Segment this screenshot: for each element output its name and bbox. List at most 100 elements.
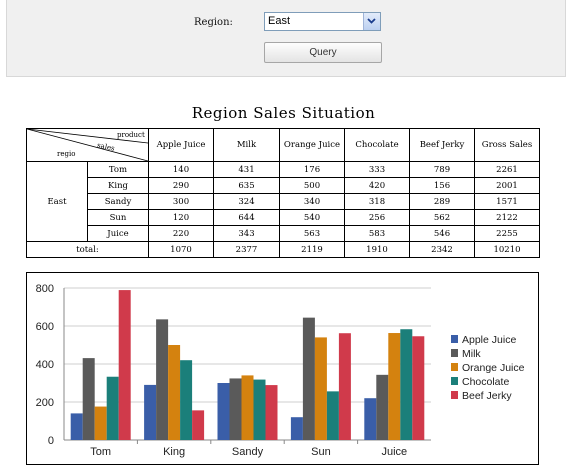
table-row: Sun 120 644 540 256 562 2122	[27, 209, 540, 226]
bar	[388, 333, 401, 440]
bar	[364, 398, 377, 440]
bar	[192, 410, 205, 440]
bar	[253, 379, 266, 440]
total-cell: 1910	[344, 241, 410, 258]
bar	[217, 383, 230, 440]
value-cell: 583	[344, 225, 410, 242]
value-cell: 635	[213, 177, 280, 194]
gross-cell: 2122	[474, 209, 540, 226]
value-cell: 156	[409, 177, 475, 194]
value-cell: 431	[213, 161, 280, 178]
y-tick-label: 600	[36, 321, 54, 333]
value-cell: 420	[344, 177, 410, 194]
total-cell: 2377	[213, 241, 280, 258]
bar	[82, 358, 95, 440]
report-title: Region Sales Situation	[191, 104, 376, 122]
y-tick-label: 400	[36, 359, 54, 371]
query-button[interactable]: Query	[264, 42, 382, 63]
salesperson-cell: Sun	[87, 209, 149, 226]
bar	[168, 345, 181, 440]
gross-cell: 2255	[474, 225, 540, 242]
value-cell: 500	[279, 177, 345, 194]
column-header: Gross Sales	[474, 128, 540, 162]
table-row: King 290 635 500 420 156 2001	[27, 177, 540, 194]
bar	[400, 329, 413, 440]
salesperson-cell: King	[87, 177, 149, 194]
sales-chart: 0 200 400 600 800 Tom King Sandy Sun Juice Apple J…	[26, 272, 539, 465]
legend-swatch	[451, 335, 458, 343]
value-cell: 333	[344, 161, 410, 178]
value-cell: 318	[344, 193, 410, 210]
bar	[229, 378, 242, 440]
salesperson-cell: Sandy	[87, 193, 149, 210]
legend-swatch	[451, 377, 458, 385]
value-cell: 644	[213, 209, 280, 226]
total-cell: 2342	[409, 241, 475, 258]
salesperson-cell: Tom	[87, 161, 149, 178]
gross-cell: 2001	[474, 177, 540, 194]
legend-label: Orange Juice	[462, 362, 525, 374]
bar	[241, 375, 254, 440]
value-cell: 789	[409, 161, 475, 178]
region-select[interactable]: East	[264, 12, 381, 31]
bar	[144, 384, 157, 440]
bar	[314, 337, 327, 440]
total-cell: 1070	[148, 241, 214, 258]
x-tick-label: Juice	[381, 446, 407, 458]
table-row: Sandy 300 324 340 318 289 1571	[27, 193, 540, 210]
value-cell: 540	[279, 209, 345, 226]
bar	[376, 374, 389, 440]
y-tick-label: 800	[36, 283, 54, 295]
sales-table: product sales regio Apple Juice Milk Ora…	[26, 128, 540, 258]
value-cell: 290	[148, 177, 214, 194]
value-cell: 176	[279, 161, 345, 178]
value-cell: 324	[213, 193, 280, 210]
legend-label: Chocolate	[462, 376, 509, 388]
legend-swatch	[451, 363, 458, 371]
bar	[326, 391, 339, 440]
value-cell: 289	[409, 193, 475, 210]
corner-product-label: product	[117, 131, 145, 139]
column-header: Beef Jerky	[409, 128, 475, 162]
bar	[156, 319, 169, 440]
legend-swatch	[451, 349, 458, 357]
column-header: Apple Juice	[148, 128, 214, 162]
bar	[94, 406, 107, 440]
grand-total-cell: 10210	[474, 241, 540, 258]
corner-region-label: regio	[57, 150, 76, 158]
value-cell: 140	[148, 161, 214, 178]
total-cell: 2119	[279, 241, 345, 258]
legend-label: Milk	[462, 348, 481, 360]
value-cell: 562	[409, 209, 475, 226]
table-row: Juice 220 343 563 583 546 2255	[27, 225, 540, 242]
bar	[106, 376, 119, 440]
corner-header-cell: product sales regio	[26, 128, 149, 162]
value-cell: 563	[279, 225, 345, 242]
table-row: East Tom 140 431 176 333 789 2261	[26, 161, 540, 242]
value-cell: 300	[148, 193, 214, 210]
bar	[265, 385, 278, 440]
salesperson-cell: Juice	[87, 225, 149, 242]
x-tick-label: Sandy	[232, 446, 264, 458]
value-cell: 340	[279, 193, 345, 210]
total-row: total: 1070 2377 2119 1910 2342 10210	[26, 241, 540, 258]
bar	[180, 360, 193, 440]
value-cell: 120	[148, 209, 214, 226]
bar-chart: 0 200 400 600 800 Tom King Sandy Sun Juice Apple J…	[36, 283, 525, 458]
region-select-value: East	[268, 15, 291, 27]
value-cell: 220	[148, 225, 214, 242]
legend-label: Beef Jerky	[462, 390, 512, 402]
region-label: Region:	[194, 17, 233, 28]
bar	[412, 336, 425, 440]
value-cell: 256	[344, 209, 410, 226]
region-cell: East	[26, 161, 88, 242]
query-panel: Region: East Query	[6, 0, 566, 77]
bar	[118, 290, 131, 440]
bar	[70, 413, 83, 440]
bar	[290, 417, 303, 440]
gross-cell: 1571	[474, 193, 540, 210]
value-cell: 546	[409, 225, 475, 242]
column-header: Chocolate	[344, 128, 410, 162]
legend-label: Apple Juice	[462, 334, 516, 346]
chevron-down-icon[interactable]	[363, 13, 380, 30]
